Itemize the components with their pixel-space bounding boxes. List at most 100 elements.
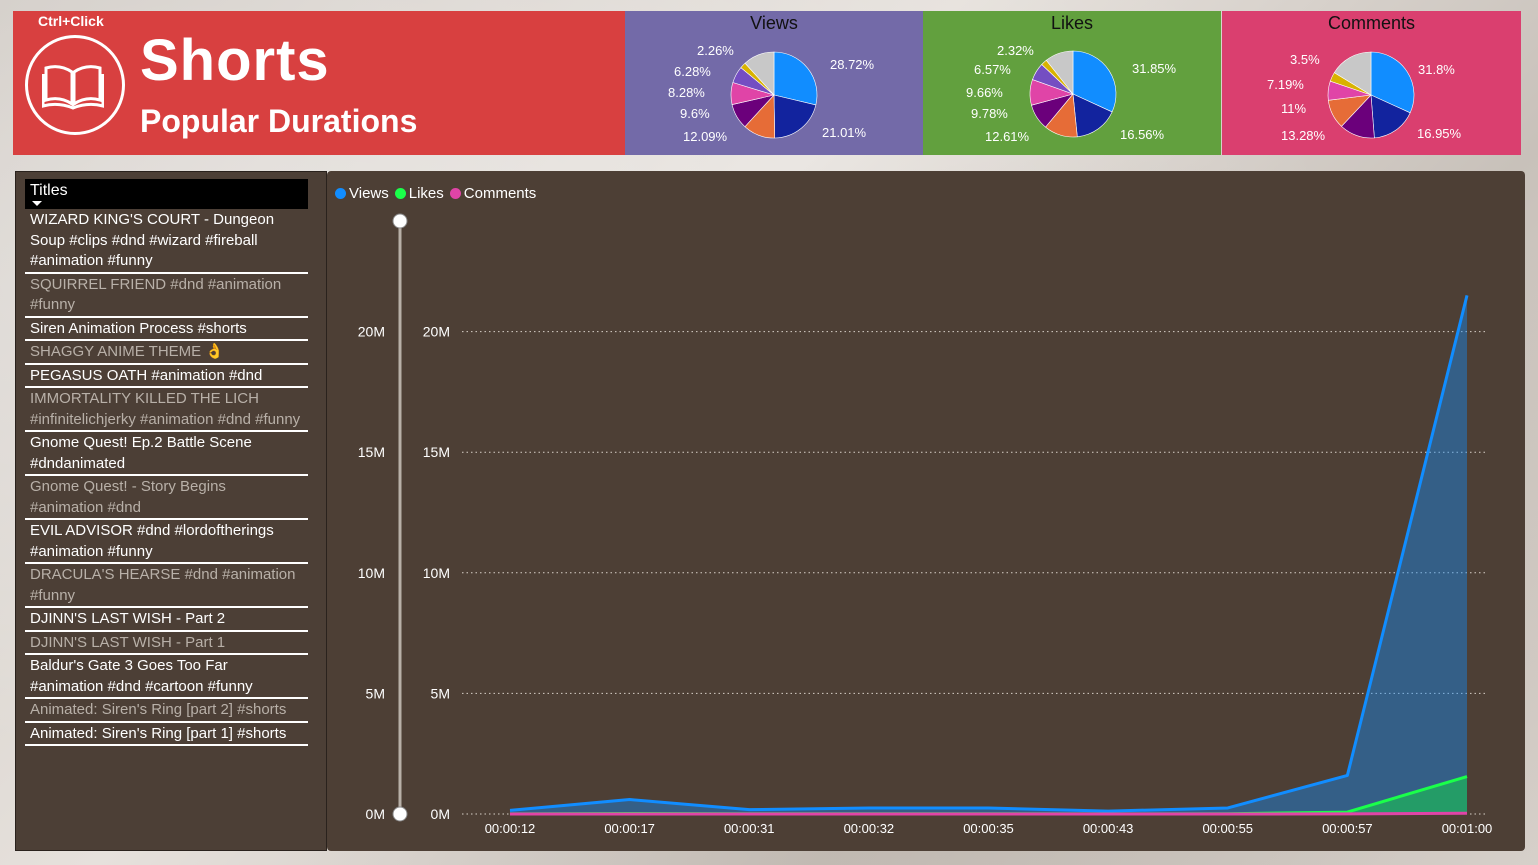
pie-slice[interactable] [773, 94, 817, 139]
sort-arrow-icon[interactable] [32, 201, 42, 206]
title-list-item[interactable]: WIZARD KING'S COURT - Dungeon Soup #clip… [25, 209, 308, 274]
pie-slice[interactable] [1072, 50, 1117, 113]
views-pie-title: Views [750, 13, 798, 33]
legend-item[interactable]: Comments [449, 185, 537, 202]
legend-label: Comments [463, 185, 537, 202]
y-tick-label: 0M [431, 806, 450, 822]
pie-data-label: 16.56% [1120, 127, 1165, 142]
legend-item[interactable]: Likes [394, 185, 444, 202]
pie-data-label: 9.78% [971, 106, 1008, 121]
x-tick-label: 00:00:32 [844, 821, 895, 836]
legend-label: Likes [408, 185, 444, 202]
pie-data-label: 6.28% [674, 64, 711, 79]
x-tick-label: 00:00:43 [1083, 821, 1134, 836]
title-list-item[interactable]: DJINN'S LAST WISH - Part 2 [25, 608, 308, 632]
pie-data-label: 28.72% [830, 57, 875, 72]
y-tick-label: 10M [423, 565, 450, 581]
pie-data-label: 2.32% [997, 43, 1034, 58]
y-tick-label: 5M [431, 685, 450, 701]
legend-dot-icon [394, 188, 406, 199]
comments-pie-chart[interactable]: 31.8% 16.95% 13.28% 11% 7.19% 3.5% [1222, 11, 1521, 155]
legend-item[interactable]: Views [335, 185, 389, 202]
pie-data-label: 13.28% [1281, 128, 1326, 143]
pie-data-label: 16.95% [1417, 126, 1462, 141]
pie-data-label: 9.6% [680, 106, 710, 121]
x-tick-label: 00:00:31 [724, 821, 775, 836]
pie-data-label: 9.66% [966, 85, 1003, 100]
titles-slicer-header[interactable]: Titles [25, 179, 308, 209]
title-list-item[interactable]: Gnome Quest! Ep.2 Battle Scene #dndanima… [25, 432, 308, 476]
y-tick-label: 20M [423, 324, 450, 340]
title-list-item[interactable]: SQUIRREL FRIEND #dnd #animation #funny [25, 274, 308, 318]
x-tick-label: 00:00:55 [1202, 821, 1253, 836]
page-title: Shorts [140, 28, 330, 93]
views-pie-card[interactable]: Views 28.72% 21.01% 12.09% 9.6% 8.28% 6.28% 2.… [625, 11, 923, 155]
title-list-item[interactable]: DJINN'S LAST WISH - Part 1 [25, 632, 308, 655]
title-list-item[interactable]: EVIL ADVISOR #dnd #lordoftherings #anima… [25, 520, 308, 564]
title-list-item[interactable]: DRACULA'S HEARSE #dnd #animation #funny [25, 564, 308, 608]
pie-slice[interactable] [1045, 50, 1074, 95]
slider-tick-label: 15M [358, 444, 385, 460]
title-list-item[interactable]: Siren Animation Process #shorts [25, 318, 308, 341]
title-list-item[interactable]: Baldur's Gate 3 Goes Too Far #animation … [25, 655, 308, 699]
comments-pie-card[interactable]: Comments 31.8% 16.95% 13.28% 11% 7.19% 3.5% [1222, 11, 1521, 155]
pie-slice[interactable] [773, 51, 818, 106]
pie-data-label: 31.85% [1132, 61, 1177, 76]
title-list-item[interactable]: Animated: Siren's Ring [part 1] #shorts [25, 723, 308, 746]
y-range-slider-handle[interactable] [392, 213, 408, 229]
legend-dot-icon [449, 188, 461, 199]
titles-list: WIZARD KING'S COURT - Dungeon Soup #clip… [25, 209, 308, 746]
slider-tick-label: 20M [358, 324, 385, 340]
pie-data-label: 12.61% [985, 129, 1030, 144]
x-tick-label: 00:00:12 [485, 821, 536, 836]
pie-data-label: 6.57% [974, 62, 1011, 77]
area-chart[interactable]: 0M 5M 10M 15M 20M 0M 5M 10M 15M 20M 00:00:12 00:00:… [327, 171, 1525, 851]
legend-label: Views [349, 185, 389, 202]
pie-slice[interactable] [1370, 51, 1415, 114]
pie-data-label: 31.8% [1418, 62, 1455, 77]
pie-data-label: 8.28% [668, 85, 705, 100]
titles-header-label: Titles [30, 182, 68, 199]
x-tick-label: 00:00:17 [604, 821, 655, 836]
y-range-slider-handle[interactable] [392, 806, 408, 822]
area-chart-panel: Views Likes Comments 0M 5M 10M 15M 20M 0M 5M 10M 1… [327, 171, 1525, 851]
pie-data-label: 7.19% [1267, 77, 1304, 92]
series-line[interactable] [509, 295, 1469, 813]
likes-pie-chart[interactable]: 31.85% 16.56% 12.61% 9.78% 9.66% 6.57% 2.32% [923, 11, 1221, 155]
views-pie-chart[interactable]: 28.72% 21.01% 12.09% 9.6% 8.28% 6.28% 2.26% [625, 11, 923, 155]
pie-slice[interactable] [1333, 51, 1372, 96]
comments-pie-title: Comments [1327, 13, 1416, 33]
x-tick-label: 00:00:35 [963, 821, 1014, 836]
pie-data-label: 3.5% [1290, 52, 1320, 67]
title-list-item[interactable]: SHAGGY ANIME THEME 👌 [25, 341, 308, 365]
pie-data-label: 21.01% [822, 125, 867, 140]
title-list-item[interactable]: PEGASUS OATH #animation #dnd [25, 365, 308, 388]
ctrl-click-hint: Ctrl+Click [38, 13, 104, 29]
title-card: Ctrl+Click Shorts Popular Durations [13, 11, 625, 155]
title-list-item[interactable]: IMMORTALITY KILLED THE LICH #infinitelic… [25, 388, 308, 432]
likes-pie-title: Likes [1050, 13, 1094, 33]
slider-tick-label: 10M [358, 565, 385, 581]
likes-pie-card[interactable]: Likes 31.85% 16.56% 12.61% 9.78% 9.66% 6.57% 2… [923, 11, 1221, 155]
x-tick-label: 00:01:00 [1442, 821, 1493, 836]
pie-slice[interactable] [1370, 94, 1411, 139]
title-list-item[interactable]: Gnome Quest! - Story Begins #animation #… [25, 476, 308, 520]
series-area[interactable] [510, 295, 1467, 814]
pie-data-label: 12.09% [683, 129, 728, 144]
pie-slice[interactable] [1072, 93, 1113, 138]
x-tick-label: 00:00:57 [1322, 821, 1373, 836]
pie-slice[interactable] [744, 51, 775, 96]
titles-slicer: Titles WIZARD KING'S COURT - Dungeon Sou… [15, 171, 327, 851]
pie-data-label: 2.26% [697, 43, 734, 58]
page-subtitle: Popular Durations [140, 103, 418, 139]
series-area[interactable] [510, 776, 1467, 814]
legend-dot-icon [335, 188, 346, 199]
book-icon[interactable] [25, 35, 125, 135]
header: Ctrl+Click Shorts Popular Durations View… [13, 11, 1525, 155]
chart-legend: Views Likes Comments [335, 185, 536, 202]
pie-data-label: 11% [1281, 101, 1306, 116]
title-list-item[interactable]: Animated: Siren's Ring [part 2] #shorts [25, 699, 308, 723]
slider-tick-label: 5M [366, 685, 385, 701]
y-tick-label: 15M [423, 444, 450, 460]
slider-tick-label: 0M [366, 806, 385, 822]
